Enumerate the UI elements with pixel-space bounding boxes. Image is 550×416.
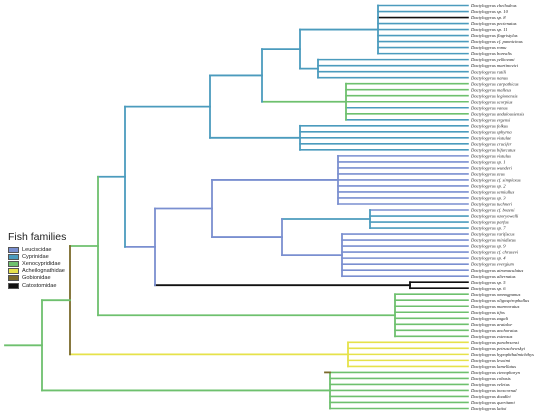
tip-label: Dactylogyrus nanus (470, 75, 508, 80)
tip-label: Dactylogyrus wunderi (470, 166, 513, 171)
legend-swatch (8, 275, 19, 282)
legend-swatch (8, 246, 19, 253)
tip-label: Dactylogyrus martinovici (470, 63, 519, 68)
tip-label: Dactylogyrus sp. 1 (470, 159, 506, 164)
tip-label: Dactylogyrus scorpius (470, 99, 513, 104)
tip-label: Dactylogyrus evergium (470, 262, 515, 267)
tip-label: Dactylogyrus sp. 8 (470, 15, 506, 20)
tip-label: Dactylogyrus tuchneri (470, 202, 513, 207)
tip-label: Dactylogyrus vanus (470, 105, 508, 110)
tip-label: Dactylogyrus cheilodeus (470, 3, 517, 8)
legend-item-cyprinidae: Cyprinidae (8, 253, 96, 260)
tip-label: Dactylogyrus queritami (470, 400, 515, 405)
legend: Fish families Leuciscidae Cyprinidae Xen… (8, 231, 96, 289)
tip-label: Dactylogyrus pectenatus (470, 21, 517, 26)
tip-label: Dactylogyrus anchoratus (470, 328, 518, 333)
legend-label: Leuciscidae (22, 246, 52, 253)
tip-label: Dactylogyrus extensus (470, 334, 513, 339)
tip-label: Dactylogyrus doadlei (470, 394, 511, 399)
tip-label: Dactylogyrus ctenopharyn (470, 370, 521, 375)
tip-label: Dactylogyrus tifos (470, 310, 505, 315)
tip-label: Dactylogyrus petruschewskyi (470, 346, 526, 351)
legend-label: Acheilognathidae (22, 268, 65, 275)
tip-label: Dactylogyrus alternatus (470, 274, 516, 279)
tip-label: Dactylogyrus atromaculatus (470, 268, 523, 273)
tip-label: Dactylogyrus sp. 7 (470, 226, 506, 231)
legend-item-gobionidae: Gobionidae (8, 275, 96, 282)
tip-label: Dactylogyrus marmoratus (470, 304, 520, 309)
tip-label: Dactylogyrus aratalor (470, 322, 512, 327)
tip-label: Dactylogyrus cf. simplexus (470, 178, 521, 183)
tip-label: Dactylogyrus semiullus (470, 190, 514, 195)
tip-label: Dactylogyrus vistulus (470, 153, 511, 158)
tip-label: Dactylogyrus borealis (470, 51, 512, 56)
legend-item-xenocyprididae: Xenocyprididae (8, 260, 96, 267)
tip-label: Dactylogyrus carpathicus (470, 81, 519, 86)
legend-label: Xenocyprididae (22, 260, 61, 267)
tip-label: Dactylogyrus cf. chrusevi (470, 250, 519, 255)
tip-label: Dactylogyrus crucifer (470, 141, 512, 146)
tip-label: Dactylogyrus ozoryowelli (470, 214, 519, 219)
tip-label: Dactylogyrus folkus (470, 123, 508, 128)
legend-item-catostomidae: Catostomidae (8, 282, 96, 289)
tip-label: Dactylogyrus rutili (470, 69, 507, 74)
tree-branches (4, 4, 469, 410)
tip-label: Dactylogyrus sphyrna (470, 129, 512, 134)
tip-label: Dactylogyrus oligospirophallus (470, 298, 529, 303)
tip-label: Dactylogyrus minidistus (470, 238, 516, 243)
legend-label: Catostomidae (22, 282, 57, 289)
legend-swatch (8, 260, 19, 267)
tip-label: Dactylogyrus omnogpanus (470, 292, 521, 297)
tip-label: Dactylogyrus malleus (470, 87, 511, 92)
tip-label: Dactylogyrus ergensi (470, 117, 511, 122)
legend-swatch (8, 282, 19, 289)
legend-label: Cyprinidae (22, 253, 49, 260)
tip-label: Dactylogyrus cobusis (470, 376, 511, 381)
legend-item-leuciscidae: Leuciscidae (8, 246, 96, 253)
tip-label: Dactylogyrus rarifiscus (470, 232, 515, 237)
tip-label: Dactylogyrus lesoimi (470, 358, 511, 363)
tip-label: Dactylogyrus sp. 4 (470, 256, 506, 261)
tip-label: Dactylogyrus cf. pannicinus (470, 39, 523, 44)
tip-label: Dactylogyrus parfus (470, 220, 509, 225)
tip-label: Dactylogyrus sp. 5 (470, 280, 506, 285)
tip-label: Dactylogyrus hypophthalmichthys (470, 352, 534, 357)
tip-label: Dactylogyrus sp. 9 (470, 244, 506, 249)
tip-label: Dactylogyrus sp. 2 (470, 184, 506, 189)
tip-label: Dactylogyrus sp. 10 (470, 9, 509, 14)
tip-label: Dactylogyrus latixi (470, 406, 507, 411)
tip-label: Dactylogyrus zeus (470, 172, 505, 177)
tip-label: Dactylogyrus veletus (470, 382, 510, 387)
tip-label: Dactylogyrus vistulae (470, 135, 511, 140)
tip-label: Dactylogyrus legionensis (470, 93, 518, 98)
tip-label: Dactylogyrus flagristylus (470, 33, 518, 38)
tip-label: Dactylogyrus cf. bozeni (470, 208, 515, 213)
tip-label: Dactylogyrus yelkovani (470, 57, 515, 62)
tip-label: Dactylogyrus andalousiensis (470, 111, 524, 116)
tip-label: Dactylogyrus sp. 6 (470, 286, 506, 291)
tip-label: Dactylogyrus romu (470, 45, 507, 50)
tip-label: Dactylogyrus zagali (470, 316, 509, 321)
tip-label: Dactylogyrus sp. 11 (470, 27, 508, 32)
legend-label: Gobionidae (22, 275, 51, 282)
tip-label: Dactylogyrus inexcornal (470, 388, 517, 393)
tip-label: Dactylogyrus parabrsensi (470, 340, 520, 345)
legend-items: Leuciscidae Cyprinidae Xenocyprididae Ac… (8, 246, 96, 289)
legend-item-acheilognathidae: Acheilognathidae (8, 268, 96, 275)
tip-label: Dactylogyrus lamellatus (470, 364, 516, 369)
legend-swatch (8, 268, 19, 275)
legend-swatch (8, 253, 19, 260)
legend-title: Fish families (8, 231, 67, 243)
tip-label: Dactylogyrus sp. 3 (470, 196, 506, 201)
tip-label: Dactylogyrus bifurcatus (470, 147, 516, 152)
